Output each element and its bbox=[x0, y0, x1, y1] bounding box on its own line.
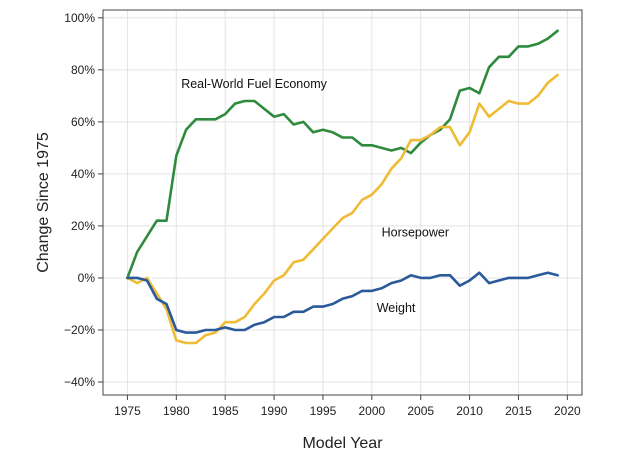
x-tick-label: 1980 bbox=[163, 404, 190, 418]
x-tick-label: 2010 bbox=[456, 404, 483, 418]
y-tick-label: 100% bbox=[64, 11, 95, 25]
x-tick-label: 1975 bbox=[114, 404, 141, 418]
gridlines bbox=[103, 10, 582, 395]
y-tick-label: 0% bbox=[78, 271, 96, 285]
x-tick-label: 2005 bbox=[407, 404, 434, 418]
y-axis-title: Change Since 1975 bbox=[35, 132, 52, 273]
series-line-weight bbox=[126, 271, 559, 334]
x-tick-label: 2020 bbox=[554, 404, 581, 418]
x-axis: 1975 1980 1985 1990 1995 2000 2005 2010 2015 2020 bbox=[114, 395, 581, 418]
series-labels: Real-World Fuel Economy Horsepower Weight bbox=[181, 77, 449, 315]
series-line-horsepower bbox=[126, 73, 559, 345]
x-tick-label: 2000 bbox=[358, 404, 385, 418]
y-tick-label: 20% bbox=[71, 219, 95, 233]
plot-frame bbox=[102, 9, 583, 396]
y-tick-label: −40% bbox=[64, 375, 95, 389]
y-tick-label: −20% bbox=[64, 323, 95, 337]
x-axis-title: Model Year bbox=[302, 435, 383, 452]
y-axis: −40% −20% 0% 20% 40% 60% 80% 100% bbox=[64, 11, 103, 389]
y-tick-label: 80% bbox=[71, 63, 95, 77]
series-label-real-world-fuel-economy: Real-World Fuel Economy bbox=[181, 77, 327, 91]
series-line-real-world-fuel-economy bbox=[126, 29, 559, 280]
y-tick-label: 40% bbox=[71, 167, 95, 181]
series-lines bbox=[126, 29, 559, 345]
x-tick-label: 1990 bbox=[261, 404, 288, 418]
series-label-weight: Weight bbox=[377, 301, 416, 315]
y-tick-label: 60% bbox=[71, 115, 95, 129]
x-tick-label: 1995 bbox=[310, 404, 337, 418]
x-tick-label: 2015 bbox=[505, 404, 532, 418]
series-label-horsepower: Horsepower bbox=[382, 225, 449, 239]
x-tick-label: 1985 bbox=[212, 404, 239, 418]
